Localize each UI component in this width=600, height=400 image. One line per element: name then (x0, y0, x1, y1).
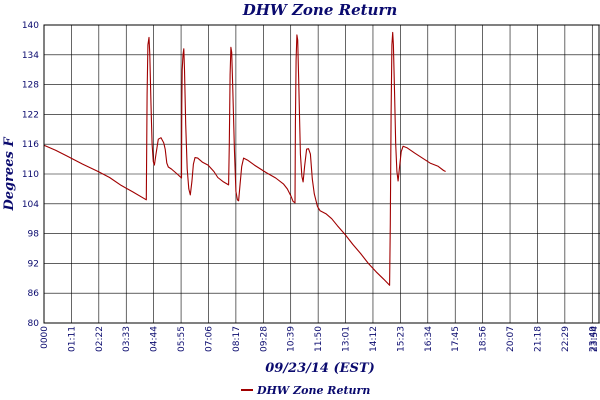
y-tick-label: 134 (22, 51, 39, 61)
x-tick-label: 16:34 (424, 326, 434, 352)
series-line (43, 31, 446, 286)
x-tick-label: 04:44 (150, 326, 160, 352)
x-tick-label: 22:29 (561, 326, 571, 352)
chart-title: DHW Zone Return (242, 1, 398, 19)
y-tick-label: 128 (22, 81, 39, 91)
x-tick-label: 11:50 (314, 326, 324, 352)
x-tick-label: 09:28 (259, 326, 269, 352)
y-tick-label: 122 (22, 110, 39, 120)
x-tick-label: 05:55 (177, 326, 187, 352)
x-tick-label: 14:12 (369, 326, 379, 352)
x-tick-label: 02:22 (95, 326, 105, 352)
y-tick-label: 86 (28, 289, 40, 299)
x-tick-label: 03:33 (122, 326, 132, 352)
x-tick-label: 10:39 (287, 326, 297, 352)
x-tick-label: 15:23 (396, 326, 406, 352)
x-tick-label: 20:07 (506, 326, 516, 352)
x-tick-label: 21:18 (533, 326, 543, 352)
y-tick-label: 98 (28, 230, 40, 240)
x-axis-label: 09/23/14 (EST) (265, 361, 375, 376)
y-tick-label: 140 (22, 21, 39, 31)
y-axis-label: Degrees F (2, 137, 17, 212)
x-tick-label: 07:06 (204, 326, 214, 352)
grid (44, 24, 600, 324)
y-tick-label: 110 (22, 170, 39, 180)
x-tick-label: 17:45 (451, 326, 461, 352)
y-tick-label: 104 (22, 200, 39, 210)
x-tick-label: 23:54 (590, 326, 600, 352)
y-tick-labels: 80 86 92 98 104 110 116 122 128 134 140 (22, 21, 39, 329)
legend: DHW Zone Return (241, 384, 370, 397)
x-tick-label: 0000 (40, 326, 50, 349)
x-tick-label: 08:17 (232, 326, 242, 352)
y-tick-label: 92 (28, 259, 39, 269)
x-tick-label: 13:01 (342, 326, 352, 352)
plot-frame (43, 24, 600, 324)
x-tick-label: 23:40 (588, 326, 598, 352)
legend-label: DHW Zone Return (256, 384, 370, 397)
x-tick-label: 18:56 (479, 326, 489, 352)
y-tick-label: 116 (22, 140, 39, 150)
series-layer (43, 31, 446, 286)
x-tick-labels: 0000 01:11 02:22 03:33 04:44 05:55 07:06 08:17 0… (40, 326, 600, 352)
x-tick-label: 01:11 (67, 326, 77, 352)
y-tick-label: 80 (28, 319, 40, 329)
